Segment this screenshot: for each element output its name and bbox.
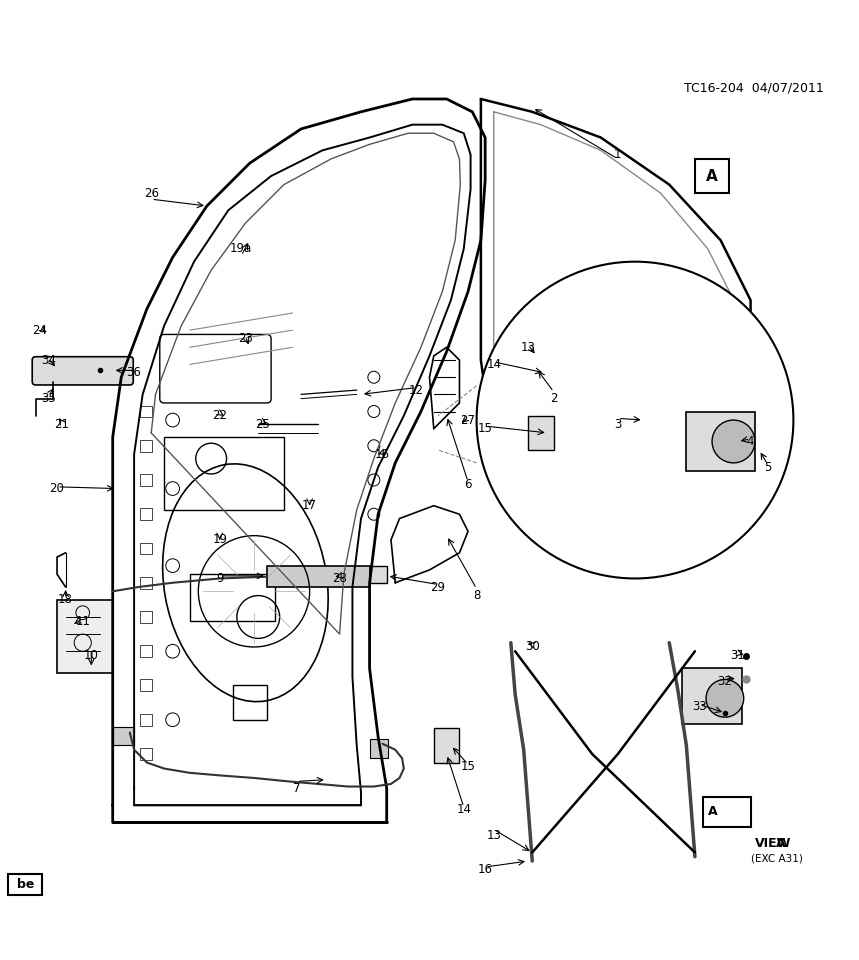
Text: 13: 13	[486, 828, 501, 842]
Bar	[140, 713, 152, 726]
Bar	[140, 440, 152, 452]
Text: 9: 9	[216, 572, 223, 585]
Text: A: A	[706, 169, 718, 183]
Text: 26: 26	[143, 186, 159, 200]
Text: 21: 21	[54, 418, 69, 431]
Bar	[140, 474, 152, 486]
Text: 16: 16	[375, 447, 390, 461]
Bar	[695, 159, 729, 193]
Text: 24: 24	[33, 324, 47, 337]
Bar	[140, 577, 152, 588]
Text: 35: 35	[41, 392, 56, 405]
Bar	[57, 600, 113, 673]
Text: 33: 33	[691, 701, 707, 713]
Text: 14: 14	[486, 358, 501, 371]
Bar	[140, 645, 152, 658]
Bar	[140, 508, 152, 520]
Text: 19a: 19a	[230, 242, 253, 255]
Bar	[528, 416, 554, 450]
Text: 11: 11	[76, 614, 90, 628]
Bar	[686, 412, 755, 471]
Text: 29: 29	[430, 581, 446, 593]
Text: 20: 20	[50, 482, 64, 495]
Text: 19: 19	[212, 534, 228, 546]
Text: 3: 3	[614, 418, 622, 431]
Bar	[233, 685, 267, 720]
Text: 32: 32	[717, 675, 733, 687]
Bar	[140, 405, 152, 418]
Text: 15: 15	[478, 422, 492, 435]
Text: 22: 22	[212, 409, 228, 422]
Text: 2: 2	[550, 392, 557, 405]
Bar	[434, 729, 460, 762]
Text: 10: 10	[84, 649, 99, 662]
Text: be: be	[17, 878, 34, 891]
Text: A: A	[777, 837, 786, 851]
Circle shape	[712, 420, 755, 463]
Text: 5: 5	[764, 461, 771, 473]
Text: 36: 36	[126, 367, 142, 379]
Text: 4: 4	[746, 435, 754, 448]
Bar	[35, 360, 130, 381]
Text: 15: 15	[460, 760, 476, 774]
Text: 34: 34	[41, 353, 56, 367]
Text: 6: 6	[464, 478, 472, 491]
Bar	[164, 437, 284, 510]
Bar	[267, 565, 369, 587]
Text: 7: 7	[293, 781, 301, 795]
Text: 23: 23	[238, 332, 253, 346]
Text: 30: 30	[525, 640, 539, 654]
Bar	[682, 668, 742, 724]
Bar	[190, 574, 276, 621]
Bar	[369, 565, 387, 583]
Text: 27: 27	[460, 414, 476, 426]
Circle shape	[706, 680, 744, 717]
Bar	[140, 611, 152, 623]
Text: VIEW: VIEW	[755, 837, 791, 851]
Text: 13: 13	[521, 341, 535, 354]
Bar	[113, 727, 134, 745]
Bar	[9, 874, 42, 896]
Bar	[140, 748, 152, 760]
Circle shape	[477, 262, 794, 579]
Bar	[369, 739, 388, 758]
Bar	[140, 542, 152, 555]
Text: 14: 14	[456, 804, 472, 816]
Text: 25: 25	[255, 418, 270, 431]
Text: 28: 28	[332, 572, 347, 585]
Text: A: A	[708, 804, 718, 818]
Text: 8: 8	[473, 589, 480, 602]
Text: 16: 16	[478, 863, 493, 876]
Bar	[140, 680, 152, 691]
Text: TC16-204  04/07/2011: TC16-204 04/07/2011	[684, 82, 824, 95]
Bar	[704, 797, 751, 827]
Text: 12: 12	[409, 384, 424, 396]
FancyBboxPatch shape	[33, 357, 133, 385]
Text: 1: 1	[614, 148, 622, 161]
Text: (EXC A31): (EXC A31)	[751, 853, 802, 863]
Text: 31: 31	[730, 649, 745, 662]
Text: 17: 17	[302, 499, 317, 513]
Text: 18: 18	[58, 593, 73, 607]
